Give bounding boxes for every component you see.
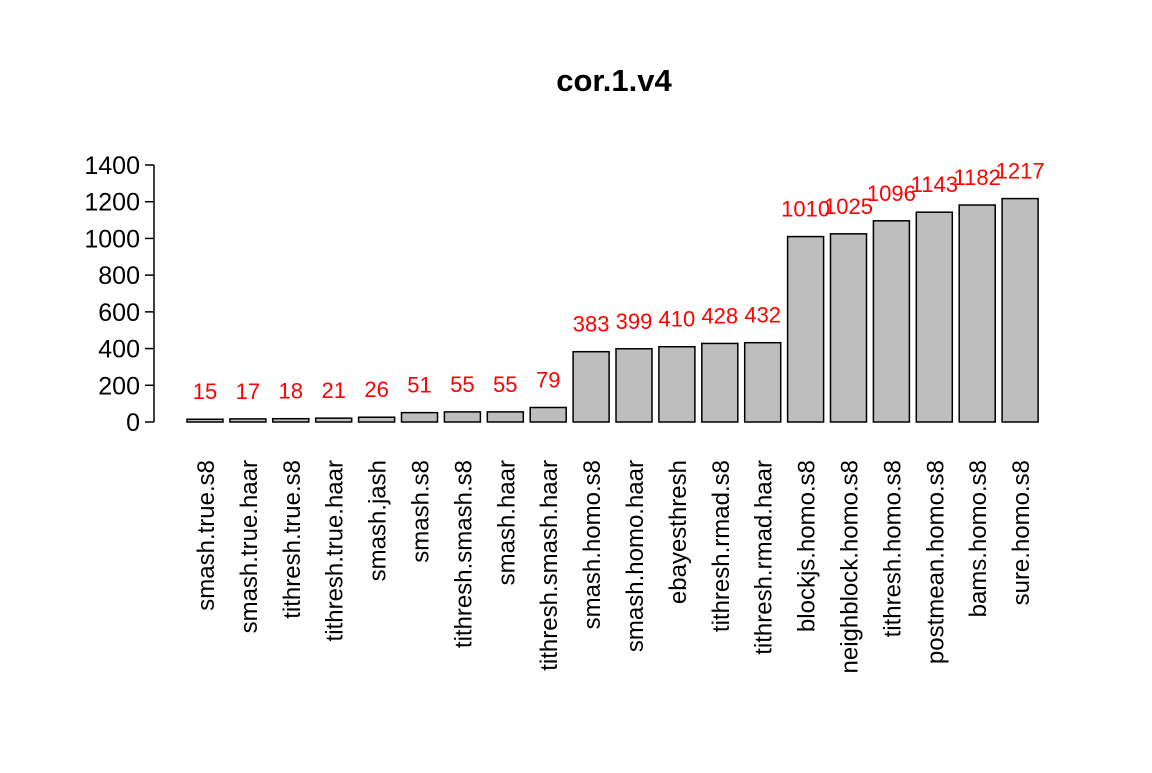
x-tick-label: smash.jash (365, 460, 392, 581)
x-tick-label: tithresh.true.haar (322, 460, 349, 641)
y-tick-label: 400 (98, 336, 140, 364)
bar (357, 416, 396, 423)
x-tick-label: tithresh.smash.s8 (450, 460, 477, 648)
x-tick-label: ebayesthresh (665, 460, 692, 604)
bar-value-label: 26 (364, 377, 388, 402)
bar (786, 235, 825, 423)
bar (915, 211, 954, 423)
x-tick-label: neighblock.homo.s8 (837, 460, 864, 673)
bar (743, 341, 782, 423)
value-labels: 15 17 18 21 26 51 55 55 79 383 399 410 428 432 1010102… (193, 159, 1045, 405)
bars (186, 197, 1039, 423)
x-tick-label: postmean.homo.s8 (922, 460, 949, 664)
bar-value-label: 1025 (824, 194, 873, 219)
x-tick-label: tithresh.rmad.s8 (708, 460, 735, 632)
bar-value-label: 1010 (781, 197, 830, 222)
bar-value-label: 79 (536, 367, 560, 392)
bar (572, 350, 610, 423)
x-tick-label: smash.true.haar (236, 460, 263, 633)
bar-value-label: 1217 (996, 159, 1045, 184)
bar (529, 406, 567, 423)
x-tick-label: smash.haar (493, 460, 520, 585)
y-tick-label: 600 (98, 299, 140, 327)
x-tick-label: blockjs.homo.s8 (794, 460, 821, 632)
bar-value-label: 428 (701, 303, 738, 328)
x-tick-label: bams.homo.s8 (965, 460, 992, 617)
bar (486, 411, 525, 423)
bar (658, 345, 696, 423)
x-tick-label: smash.true.s8 (193, 460, 220, 611)
y-tick-label: 0 (126, 409, 140, 437)
x-tick-label: tithresh.smash.haar (536, 460, 563, 671)
bar (615, 348, 653, 423)
y-axis: 0 200 400 600 800 1000 1200 1400 (84, 152, 155, 437)
y-tick-label: 1000 (84, 225, 140, 253)
bar (272, 417, 310, 423)
bar-value-label: 1096 (867, 181, 916, 206)
y-tick-label: 1400 (84, 152, 140, 180)
x-tick-label: smash.s8 (408, 460, 435, 563)
x-tick-label: tithresh.true.s8 (279, 460, 306, 619)
x-tick-label: sure.homo.s8 (1008, 460, 1035, 605)
bar-value-label: 51 (407, 373, 431, 398)
bar-value-label: 399 (616, 309, 653, 334)
bar-value-label: 383 (573, 312, 610, 337)
bar-value-label: 21 (321, 378, 345, 403)
bar-value-label: 15 (193, 379, 217, 404)
x-tick-label: smash.homo.s8 (579, 460, 606, 629)
x-tick-label: tithresh.homo.s8 (879, 460, 906, 637)
bar (872, 220, 911, 423)
bar-value-label: 432 (744, 303, 781, 328)
bar-value-label: 18 (279, 379, 303, 404)
bar (229, 418, 267, 423)
bar-value-label: 1143 (911, 172, 958, 197)
bar (443, 411, 482, 423)
bar-value-label: 17 (236, 379, 260, 404)
bar (314, 417, 353, 423)
bar-value-label: 1182 (954, 165, 1001, 190)
bar (829, 233, 868, 423)
bar-value-label: 55 (450, 372, 474, 397)
chart-title: cor.1.v4 (556, 63, 672, 98)
x-tick-label: smash.homo.haar (622, 460, 649, 652)
bar (958, 204, 996, 423)
x-tick-labels: smash.true.s8 smash.true.haar tithresh.tru… (193, 460, 1035, 673)
bar (400, 411, 439, 423)
bar-value-label: 410 (659, 307, 696, 332)
bar (186, 418, 224, 423)
y-tick-label: 800 (98, 262, 140, 290)
bar (701, 342, 739, 423)
bar (1001, 197, 1039, 423)
bar-value-label: 55 (493, 372, 517, 397)
y-tick-label: 1200 (84, 189, 140, 217)
x-tick-label: tithresh.rmad.haar (751, 460, 778, 655)
y-tick-label: 200 (98, 372, 140, 400)
